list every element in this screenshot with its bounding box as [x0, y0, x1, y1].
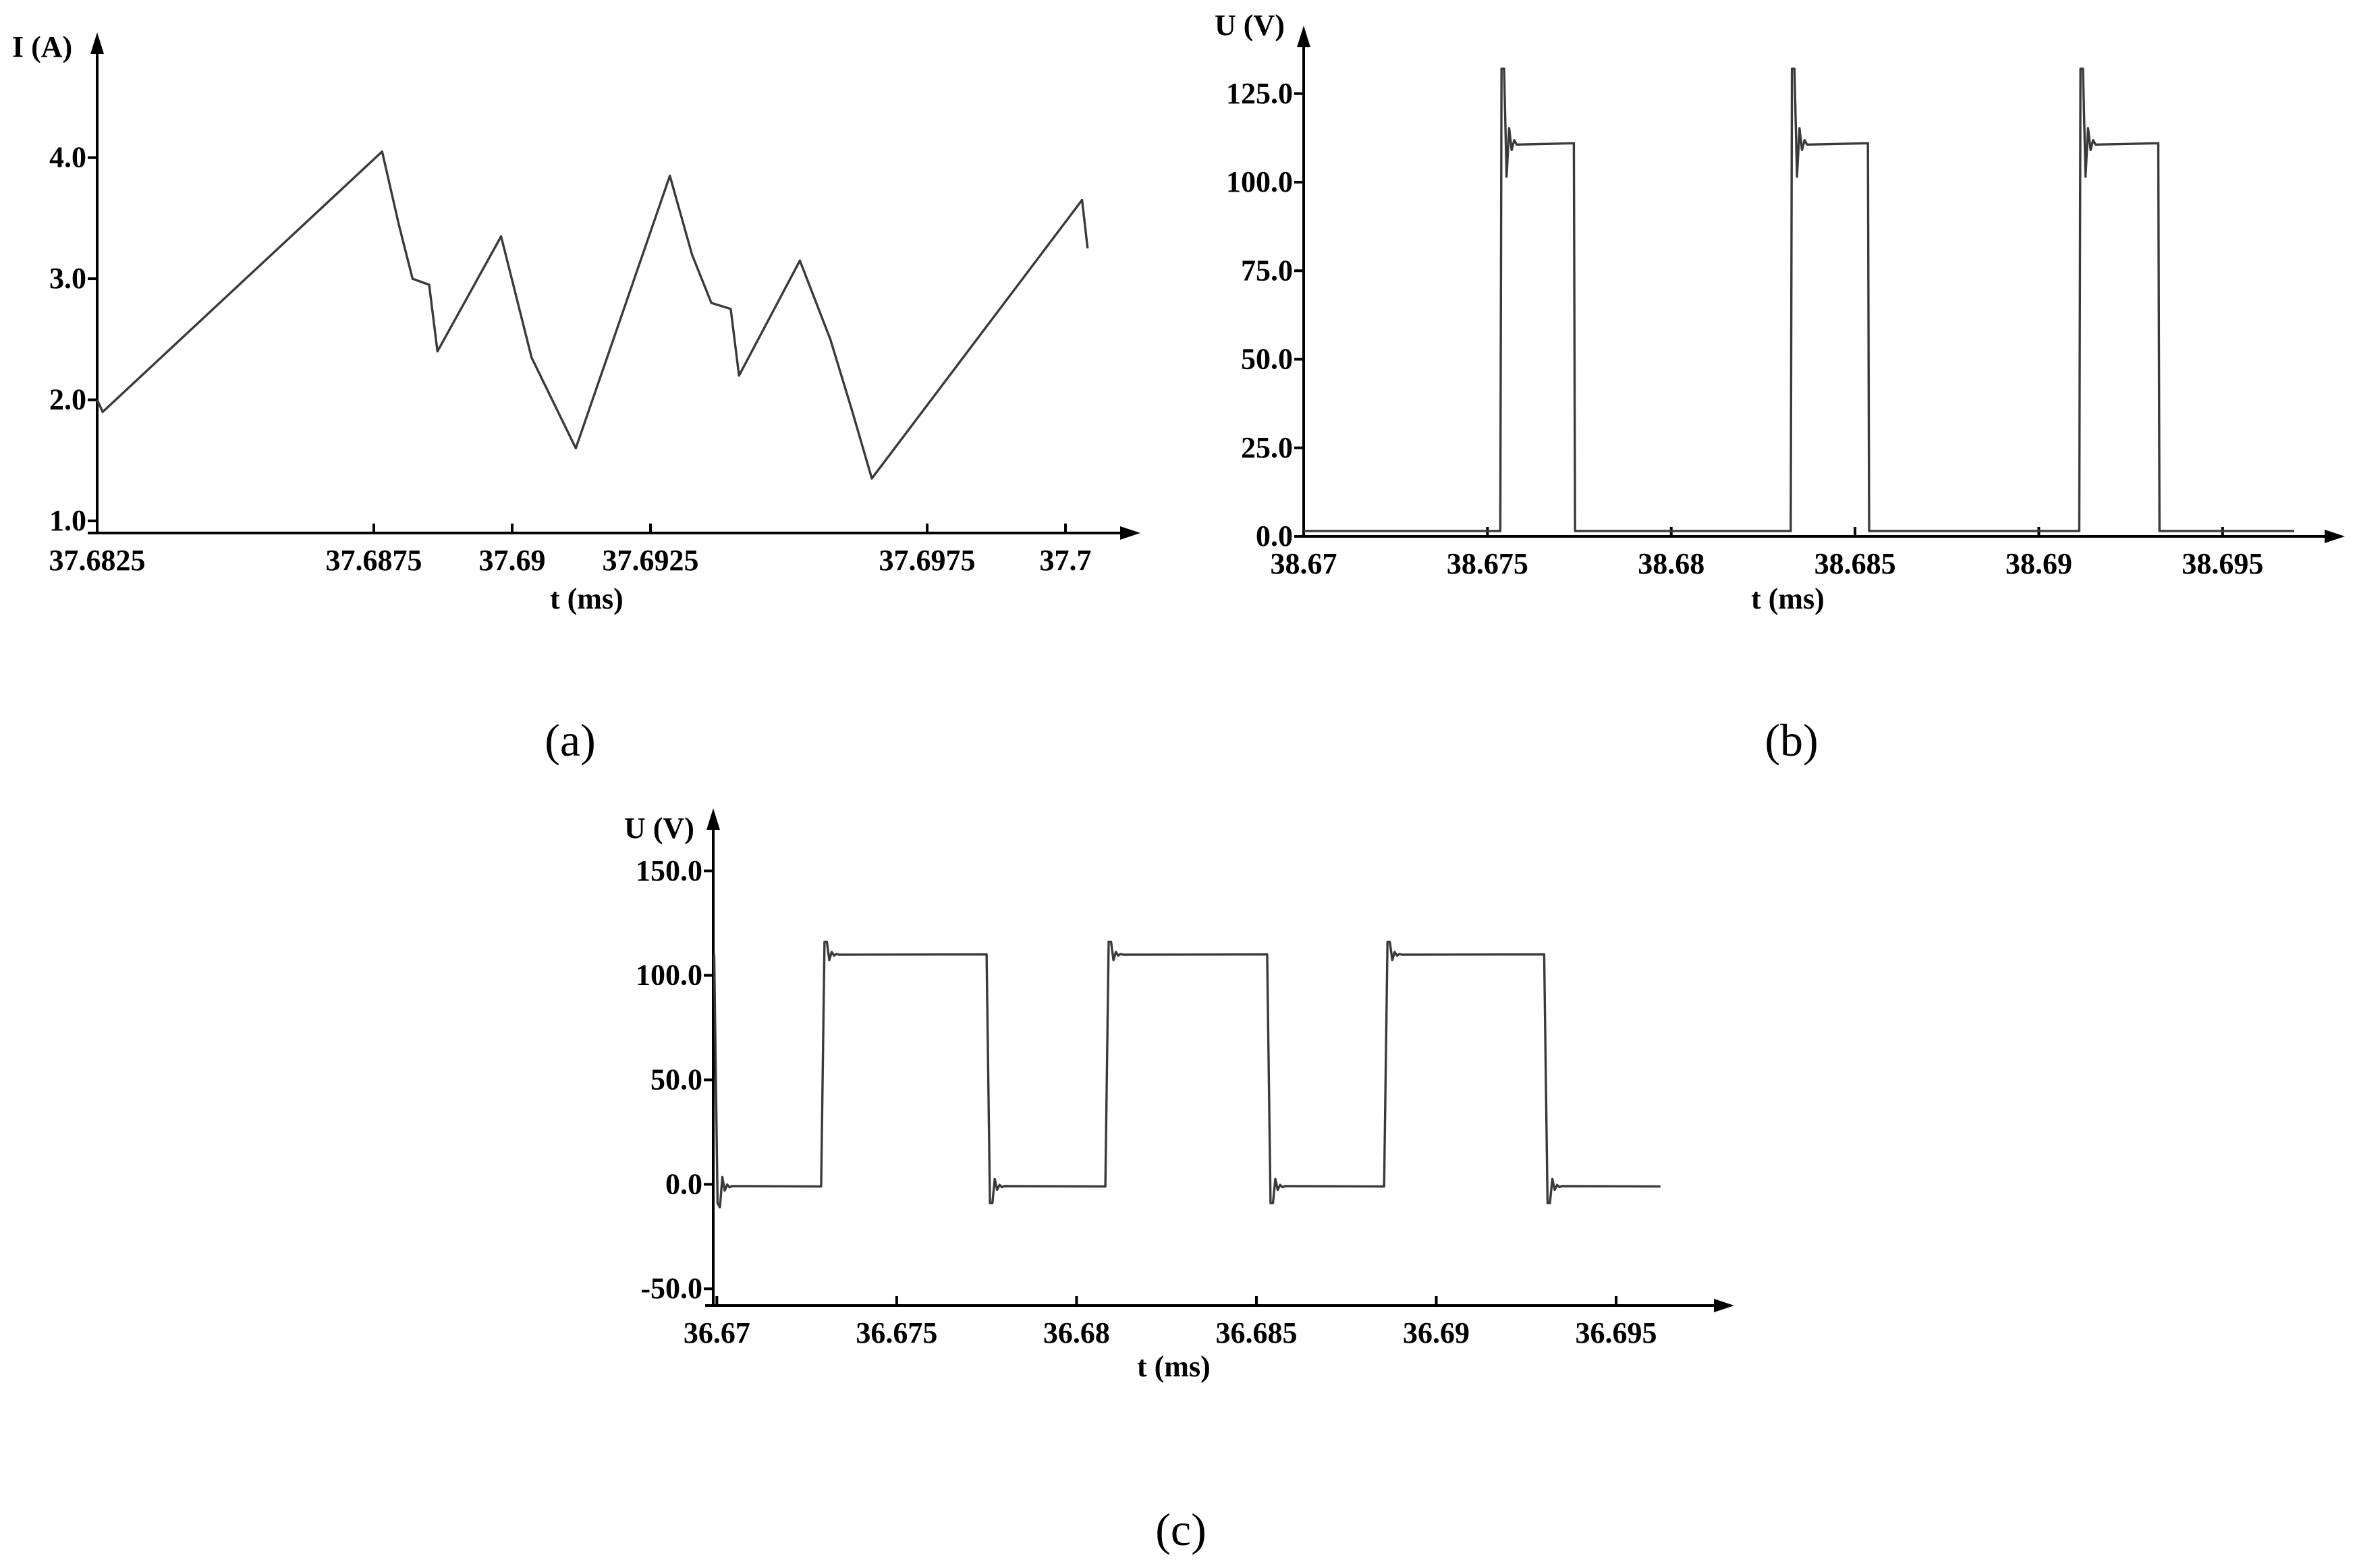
x-tick-label: 36.695 — [1576, 1316, 1657, 1349]
panel-b-x-label: t (ms) — [1751, 582, 1825, 615]
y-tick-label: 1.0 — [49, 504, 86, 537]
y-tick-label: 3.0 — [49, 262, 86, 295]
y-tick-label: 125.0 — [1226, 77, 1293, 110]
x-tick-label: 37.7 — [1040, 544, 1092, 577]
x-tick-label: 38.685 — [1814, 547, 1896, 580]
panel-c-x-axis-arrow — [1714, 1299, 1734, 1312]
panel-c-ticks: 36.67 36.675 36.68 36.685 36.69 36.695 -50.0 0.… — [636, 854, 1657, 1349]
x-tick-label: 36.685 — [1215, 1316, 1297, 1349]
panel-b-voltage-chart: U (V) t (ms) 38.67 38.675 38.68 38.685 38.69… — [1215, 9, 2345, 615]
y-tick-label: -50.0 — [640, 1272, 702, 1305]
x-tick-label: 37.6825 — [49, 544, 146, 577]
panel-a-x-label: t (ms) — [550, 582, 623, 615]
x-tick-label: 36.67 — [684, 1316, 750, 1349]
x-tick-label: 36.675 — [856, 1316, 937, 1349]
panel-b-y-label: U (V) — [1215, 9, 1285, 42]
panel-c-x-label: t (ms) — [1137, 1350, 1211, 1383]
panel-b-y-axis-arrow — [1297, 26, 1310, 47]
y-tick-label: 4.0 — [49, 141, 86, 174]
caption-c: (c) — [1155, 1504, 1206, 1555]
x-tick-label: 37.6975 — [879, 544, 976, 577]
panel-c-voltage-trace — [713, 941, 1661, 1209]
y-tick-label: 50.0 — [1241, 343, 1293, 376]
x-tick-label: 38.68 — [1638, 547, 1704, 580]
y-tick-label: 150.0 — [636, 854, 702, 887]
y-tick-label: 2.0 — [49, 383, 86, 416]
caption-b: (b) — [1765, 715, 1818, 766]
x-tick-label: 36.69 — [1403, 1316, 1470, 1349]
panel-c-voltage-chart: U (V) t (ms) 36.67 36.675 36.68 36.685 36.69… — [624, 808, 1734, 1383]
panel-b-x-axis-arrow — [2325, 530, 2345, 543]
y-tick-label: 100.0 — [1226, 165, 1293, 198]
panel-a-y-label: I (A) — [12, 30, 72, 63]
x-tick-label: 38.67 — [1271, 547, 1337, 580]
x-tick-label: 38.695 — [2182, 547, 2263, 580]
panel-a-current-trace — [96, 150, 1089, 480]
y-tick-label: 0.0 — [665, 1167, 702, 1200]
y-tick-label: 75.0 — [1241, 254, 1293, 287]
panel-a-x-axis-arrow — [1120, 526, 1140, 540]
y-tick-label: 100.0 — [636, 959, 702, 992]
caption-a: (a) — [545, 715, 595, 766]
x-tick-label: 38.675 — [1447, 547, 1528, 580]
panel-b-voltage-trace — [1304, 67, 2294, 532]
x-tick-label: 38.69 — [2005, 547, 2072, 580]
x-tick-label: 37.69 — [479, 544, 546, 577]
panel-c-y-label: U (V) — [624, 812, 694, 845]
y-tick-label: 0.0 — [1256, 520, 1293, 553]
panel-a-ticks: 37.6825 37.6875 37.69 37.6925 37.6975 37.7 1.0… — [49, 141, 1092, 577]
x-tick-label: 36.68 — [1043, 1316, 1110, 1349]
x-tick-label: 37.6875 — [326, 544, 422, 577]
panel-a-current-chart: I (A) t (ms) 37.6825 37.6875 37.69 37.6925 3… — [12, 30, 1140, 615]
y-tick-label: 25.0 — [1241, 431, 1293, 464]
panel-b-ticks: 38.67 38.675 38.68 38.685 38.69 38.695 0.0 25.0… — [1226, 77, 2263, 580]
panel-c-y-axis-arrow — [706, 808, 720, 830]
x-tick-label: 37.6925 — [603, 544, 699, 577]
panel-a-y-axis-arrow — [90, 32, 104, 54]
y-tick-label: 50.0 — [650, 1063, 702, 1096]
